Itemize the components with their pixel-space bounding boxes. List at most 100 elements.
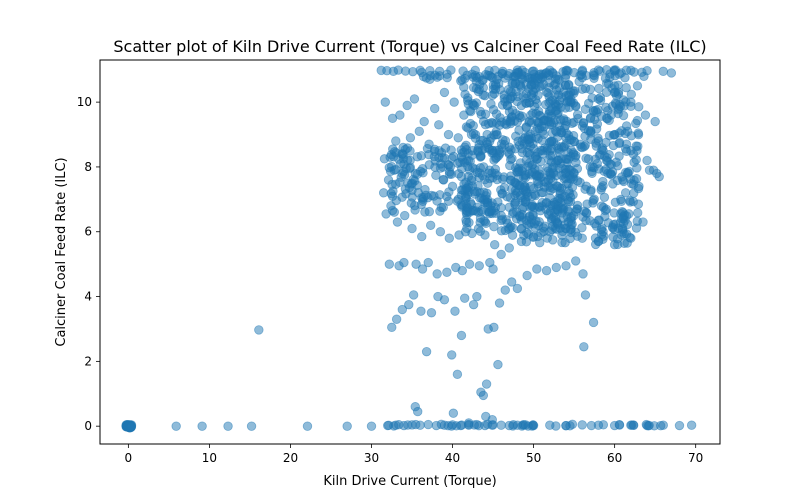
scatter-point xyxy=(480,90,490,101)
scatter-point-dense xyxy=(572,200,583,211)
scatter-point xyxy=(579,342,589,352)
x-tick-label: 70 xyxy=(688,451,703,465)
scatter-point-dense xyxy=(559,203,569,214)
scatter-point xyxy=(640,110,651,120)
scatter-point-dense xyxy=(494,120,505,130)
scatter-point xyxy=(366,421,377,431)
scatter-point xyxy=(302,421,313,431)
scatter-point-dense xyxy=(535,237,545,248)
scatter-point xyxy=(407,223,417,234)
scatter-point-dense xyxy=(554,83,565,93)
scatter-point-dense xyxy=(483,178,493,188)
scatter-point xyxy=(626,146,636,156)
scatter-point xyxy=(638,217,648,227)
scatter-point xyxy=(618,175,628,185)
scatter-point-dense xyxy=(631,118,641,129)
y-tick-label: 0 xyxy=(84,419,92,433)
scatter-point-dense xyxy=(480,109,491,119)
y-tick-label: 8 xyxy=(84,160,92,174)
scatter-point-dense xyxy=(555,147,565,158)
scatter-point xyxy=(578,269,588,279)
scatter-point-dense xyxy=(491,109,502,119)
scatter-point xyxy=(553,181,563,192)
scatter-point-dense xyxy=(474,168,485,178)
scatter-point-dense xyxy=(613,161,623,171)
scatter-point-dense xyxy=(531,108,541,119)
scatter-point xyxy=(545,420,555,430)
scatter-point-dense xyxy=(581,215,591,226)
scatter-point-dense xyxy=(589,73,599,83)
scatter-point-dense xyxy=(492,174,502,185)
scatter-point-dense xyxy=(578,117,589,128)
scatter-point-dense xyxy=(559,114,569,124)
scatter-point-dense xyxy=(547,103,557,114)
scatter-point xyxy=(446,65,456,75)
x-axis-ticks: 0 10 20 30 40 50 60 70 xyxy=(125,444,703,465)
y-tick-label: 6 xyxy=(84,225,92,239)
scatter-point-dense xyxy=(572,109,583,120)
scatter-point-dense xyxy=(529,219,540,229)
scatter-point xyxy=(652,168,662,179)
scatter-point xyxy=(383,175,394,185)
scatter-point xyxy=(537,188,547,198)
scatter-points xyxy=(121,65,697,433)
scatter-point xyxy=(561,261,571,271)
scatter-point xyxy=(500,285,510,295)
scatter-point xyxy=(399,257,409,268)
scatter-point xyxy=(403,178,413,188)
scatter-point xyxy=(561,420,571,431)
scatter-point-dense xyxy=(503,84,514,95)
scatter-point xyxy=(609,420,620,431)
scatter-point xyxy=(517,136,527,146)
scatter-point xyxy=(474,261,484,271)
scatter-point-dense xyxy=(461,183,471,194)
scatter-point xyxy=(504,149,514,159)
scatter-point-dense xyxy=(577,223,587,233)
scatter-point xyxy=(470,65,480,76)
scatter-point xyxy=(456,171,467,182)
scatter-point xyxy=(397,304,408,315)
scatter-point-dense xyxy=(554,121,564,132)
scatter-point xyxy=(480,420,490,431)
scatter-point-dense xyxy=(633,208,643,218)
scatter-point xyxy=(528,87,539,98)
scatter-point xyxy=(444,233,455,243)
scatter-point xyxy=(634,181,644,192)
scatter-point-dense xyxy=(496,139,507,149)
scatter-point xyxy=(425,220,436,230)
scatter-point xyxy=(541,265,552,276)
scatter-point xyxy=(246,421,257,431)
scatter-point xyxy=(171,421,181,431)
scatter-point-dense xyxy=(505,117,516,127)
scatter-point-dense xyxy=(563,80,574,91)
scatter-point xyxy=(464,418,474,428)
scatter-point-dense xyxy=(537,201,547,211)
scatter-point xyxy=(528,66,539,76)
scatter-point-dense xyxy=(547,95,558,105)
scatter-point-dense xyxy=(492,74,502,85)
scatter-point xyxy=(409,94,420,104)
scatter-point-dense xyxy=(589,218,600,229)
x-axis-label: Kiln Drive Current (Torque) xyxy=(323,474,496,489)
scatter-point-dense xyxy=(534,165,544,175)
scatter-point xyxy=(392,217,403,227)
x-tick-label: 0 xyxy=(125,451,133,465)
scatter-point xyxy=(528,231,539,242)
scatter-point xyxy=(593,420,604,430)
scatter-point xyxy=(413,406,423,417)
scatter-point-dense xyxy=(424,160,434,170)
scatter-point xyxy=(389,165,399,175)
scatter-point xyxy=(423,419,433,430)
scatter-point-dense xyxy=(407,192,417,202)
scatter-point-dense xyxy=(532,176,543,186)
scatter-point xyxy=(585,162,596,172)
scatter-point xyxy=(126,421,136,431)
scatter-point xyxy=(447,350,457,360)
scatter-point xyxy=(450,306,460,316)
scatter-point xyxy=(387,322,397,333)
scatter-point xyxy=(458,66,468,76)
scatter-point-dense xyxy=(547,128,558,138)
scatter-point-dense xyxy=(614,151,624,161)
chart-title: Scatter plot of Kiln Drive Current (Torq… xyxy=(113,37,706,56)
